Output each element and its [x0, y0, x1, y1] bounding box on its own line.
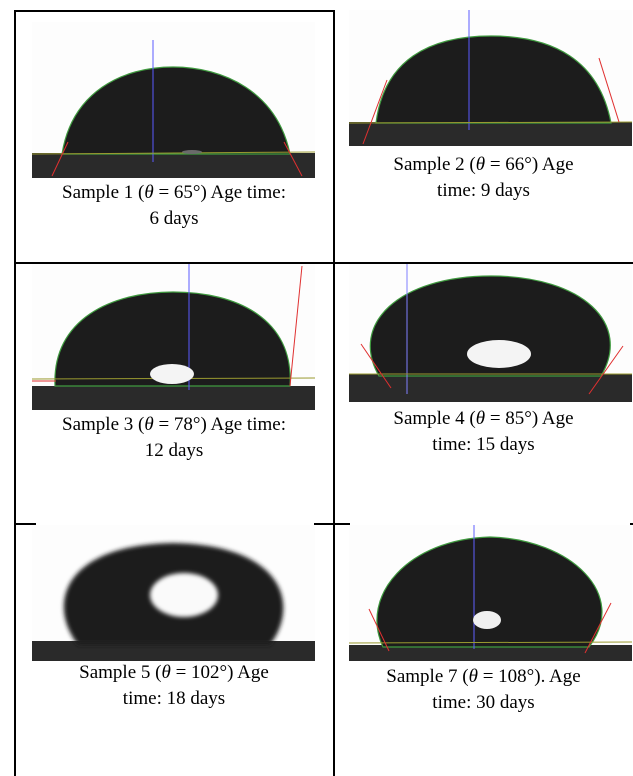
- droplet-image-2: [349, 10, 632, 146]
- table-row-divider-1: [14, 262, 633, 264]
- droplet-image-4: [349, 264, 632, 402]
- droplet-image-6: [349, 525, 632, 661]
- table-border-left: [14, 10, 16, 776]
- droplet-image-3: [32, 264, 315, 410]
- table-row-divider-2b: [314, 523, 334, 525]
- table-row-divider-2c: [333, 523, 350, 525]
- sample-caption-3: Sample 3 (θ = 78°) Age time: 12 days: [62, 414, 286, 461]
- table-border-top: [14, 10, 334, 12]
- table-row-divider-2a: [14, 523, 36, 525]
- sample-caption-4: Sample 4 (θ = 85°) Age time: 15 days: [393, 408, 574, 455]
- table-border-middle: [333, 10, 335, 776]
- sample-caption-2: Sample 2 (θ = 66°) Age time: 9 days: [393, 154, 574, 201]
- table-row-divider-2d: [630, 523, 633, 525]
- sample-caption-5: Sample 5 (θ = 102°) Age time: 18 days: [79, 662, 269, 709]
- droplet-image-1: [32, 22, 315, 178]
- droplet-image-5: [32, 525, 315, 661]
- sample-caption-6: Sample 7 (θ = 108°). Age time: 30 days: [386, 666, 581, 713]
- sample-caption-1: Sample 1 (θ = 65°) Age time: 6 days: [62, 182, 286, 229]
